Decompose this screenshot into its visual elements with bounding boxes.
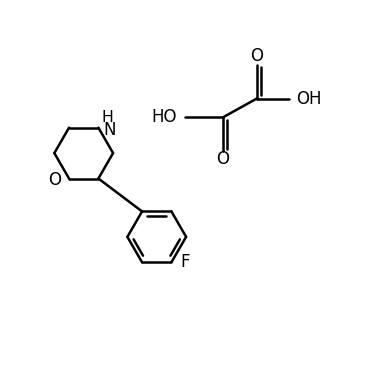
Text: N: N xyxy=(103,121,115,139)
Text: HO: HO xyxy=(151,108,177,126)
Text: H: H xyxy=(101,110,113,124)
Text: F: F xyxy=(181,253,190,271)
Text: OH: OH xyxy=(296,89,322,107)
Text: O: O xyxy=(250,47,263,65)
Text: O: O xyxy=(48,172,61,189)
Text: O: O xyxy=(217,151,230,168)
